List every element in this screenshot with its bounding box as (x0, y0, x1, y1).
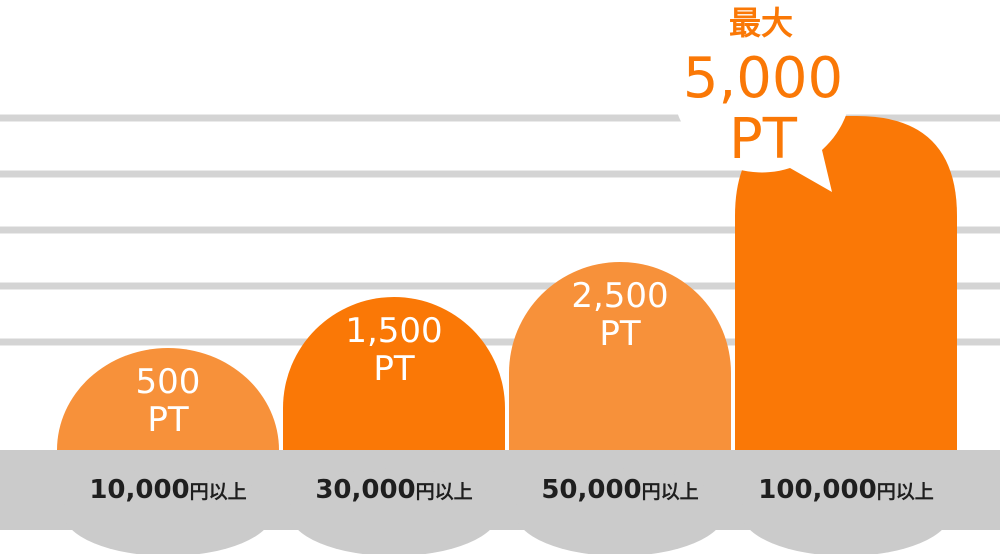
callout-value: 5,000 (683, 46, 843, 111)
bar-value-label: 500 (136, 362, 201, 402)
category-labels: 10,000円以上 30,000円以上 50,000円以上 100,000円以上 (89, 475, 933, 505)
callout-prefix: 最大 (729, 5, 793, 41)
callout-bubble (671, 0, 852, 192)
bar-unit-label: PT (373, 349, 415, 389)
bar (57, 348, 279, 450)
bar-unit-label: PT (147, 400, 189, 440)
bar-base-oval (289, 468, 499, 554)
max-callout: 最大 5,000 PT (671, 0, 852, 192)
category-label: 50,000円以上 (541, 475, 698, 505)
bar-value-label: 1,500 (345, 311, 442, 351)
bar (509, 262, 731, 450)
bar-base-oval (741, 468, 951, 554)
bar-base-oval (63, 468, 273, 554)
bar-value-label: 2,500 (571, 276, 668, 316)
bar-base-oval (515, 468, 725, 554)
category-label: 10,000円以上 (89, 475, 246, 505)
category-label: 100,000円以上 (758, 475, 933, 505)
bottom-ovals (63, 468, 951, 554)
bar (735, 116, 957, 450)
category-label: 30,000円以上 (315, 475, 472, 505)
bar (283, 297, 505, 450)
callout-unit: PT (729, 107, 798, 172)
bar-unit-label: PT (599, 314, 641, 354)
